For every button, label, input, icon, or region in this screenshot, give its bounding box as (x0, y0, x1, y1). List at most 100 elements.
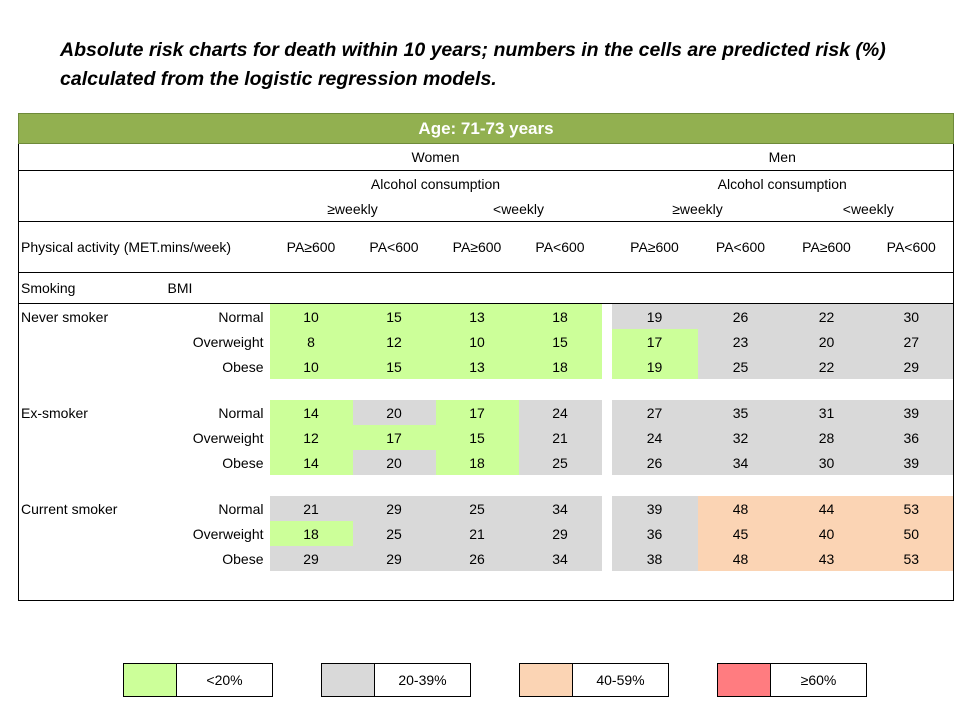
blank-cell (18, 425, 166, 450)
spacer-row (18, 475, 954, 496)
spacer-row (18, 571, 954, 601)
legend: <20% 20-39% 40-59% ≥60% (123, 663, 867, 697)
data-row: Overweight 12 17 15 21 24 32 28 36 (18, 425, 954, 450)
spacer-cell (602, 329, 612, 354)
bmi-column-header: BMI (165, 272, 270, 304)
risk-value-cell: 21 (435, 521, 519, 546)
pa-level: PA<600 (697, 221, 784, 273)
alcohol-header-row: Alcohol consumption Alcohol consumption (18, 170, 954, 197)
risk-value-cell: 39 (611, 496, 698, 521)
risk-value-cell: 14 (269, 450, 353, 475)
risk-chart-table: Age: 71-73 years Women Men Alcohol consumpt… (18, 113, 954, 601)
risk-value-cell: 24 (518, 400, 602, 425)
alcohol-level: <weekly (435, 196, 602, 222)
data-row: Obese 10 15 13 18 19 25 22 29 (18, 354, 954, 379)
data-row: Overweight 8 12 10 15 17 23 20 27 (18, 329, 954, 354)
risk-value-cell: 17 (611, 329, 698, 354)
risk-value-cell: 53 (869, 496, 954, 521)
blank-cell (601, 196, 612, 222)
risk-value-cell: 48 (697, 496, 784, 521)
legend-swatch (519, 663, 573, 697)
risk-value-cell: 34 (697, 450, 784, 475)
blank-cell (18, 379, 954, 400)
blank-cell (18, 475, 954, 496)
risk-value-cell: 38 (611, 546, 698, 571)
risk-value-cell: 44 (783, 496, 870, 521)
pa-level: PA≥600 (435, 221, 519, 273)
risk-value-cell: 23 (697, 329, 784, 354)
spacer-cell (602, 425, 612, 450)
risk-value-cell: 18 (269, 521, 353, 546)
legend-swatch (123, 663, 177, 697)
risk-value-cell: 34 (518, 496, 602, 521)
bmi-label: Overweight (192, 429, 264, 446)
smoking-status-label: Ex-smoker (18, 400, 166, 425)
risk-value-cell: 26 (435, 546, 519, 571)
age-group-header: Age: 71-73 years (18, 113, 954, 144)
risk-value-cell: 48 (697, 546, 784, 571)
risk-value-cell: 29 (518, 521, 602, 546)
risk-value-cell: 20 (352, 450, 436, 475)
pa-level: PA<600 (518, 221, 602, 273)
legend-label: 40-59% (573, 663, 669, 697)
risk-value-cell: 36 (869, 425, 954, 450)
legend-swatch (321, 663, 375, 697)
risk-value-cell: 27 (611, 400, 698, 425)
risk-value-cell: 19 (611, 303, 698, 329)
risk-value-cell: 20 (352, 400, 436, 425)
risk-value-cell: 29 (352, 546, 436, 571)
risk-value-cell: 19 (611, 354, 698, 379)
risk-value-cell: 28 (783, 425, 870, 450)
column-header-row: Smoking BMI (18, 272, 954, 304)
risk-value-cell: 25 (435, 496, 519, 521)
risk-value-cell: 39 (869, 450, 954, 475)
risk-value-cell: 30 (869, 303, 954, 329)
legend-label: 20-39% (375, 663, 471, 697)
legend-item: ≥60% (717, 663, 867, 697)
risk-value-cell: 30 (783, 450, 870, 475)
risk-value-cell: 29 (352, 496, 436, 521)
risk-value-cell: 35 (697, 400, 784, 425)
risk-value-cell: 36 (611, 521, 698, 546)
risk-value-cell: 29 (269, 546, 353, 571)
data-row: Obese 29 29 26 34 38 48 43 53 (18, 546, 954, 571)
risk-value-cell: 53 (869, 546, 954, 571)
blank-cell (18, 170, 270, 196)
risk-value-cell: 12 (352, 329, 436, 354)
legend-item: 20-39% (321, 663, 471, 697)
spacer-cell (602, 354, 612, 379)
risk-value-cell: 10 (435, 329, 519, 354)
pa-level: PA≥600 (269, 221, 353, 273)
spacer-cell (602, 546, 612, 571)
bmi-label: Overweight (192, 525, 264, 542)
blank-cell (18, 196, 270, 222)
spacer-cell (602, 496, 612, 521)
risk-value-cell: 18 (518, 354, 602, 379)
alcohol-level: ≥weekly (269, 196, 436, 222)
risk-value-cell: 18 (435, 450, 519, 475)
bmi-label: Obese (222, 550, 264, 567)
data-row: Never smoker Normal 10 15 13 18 19 26 22 30 (18, 303, 954, 329)
risk-value-cell: 43 (783, 546, 870, 571)
risk-value-cell: 26 (611, 450, 698, 475)
blank-cell (602, 171, 612, 197)
sex-header-men: Men (611, 143, 954, 171)
risk-value-cell: 25 (352, 521, 436, 546)
bmi-label: Normal (218, 404, 264, 421)
risk-value-cell: 17 (352, 425, 436, 450)
risk-value-cell: 39 (869, 400, 954, 425)
spacer-row (18, 379, 954, 400)
blank-cell (18, 571, 954, 601)
blank-cell (18, 354, 166, 379)
spacer-cell (602, 450, 612, 475)
legend-label: <20% (177, 663, 273, 697)
risk-value-cell: 45 (697, 521, 784, 546)
risk-value-cell: 25 (697, 354, 784, 379)
risk-value-cell: 10 (269, 303, 353, 329)
spacer-cell (602, 400, 612, 425)
bmi-label: Normal (218, 308, 264, 325)
sex-header-row: Women Men (18, 143, 954, 171)
risk-value-cell: 50 (869, 521, 954, 546)
legend-label: ≥60% (771, 663, 867, 697)
risk-value-cell: 14 (269, 400, 353, 425)
